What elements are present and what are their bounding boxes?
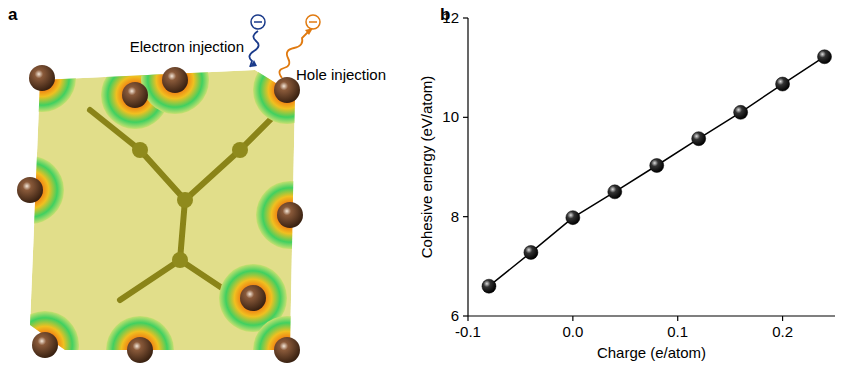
marker (734, 105, 748, 119)
x-tick (467, 316, 468, 321)
marker (650, 159, 664, 173)
density-slice (106, 316, 174, 368)
marker (776, 77, 790, 91)
bond (185, 150, 240, 200)
y-tick (463, 117, 468, 118)
minus (254, 21, 262, 23)
density-slice (253, 316, 321, 368)
y-axis (467, 18, 468, 316)
arrow-head (305, 28, 313, 35)
x-tick-label: 0.2 (772, 323, 793, 340)
atom (122, 82, 148, 108)
bond (140, 150, 185, 200)
x-tick-label: -0.1 (455, 323, 481, 340)
y-tick (463, 17, 468, 18)
density-slice (11, 311, 79, 368)
marker (524, 245, 538, 259)
bond (180, 200, 185, 260)
x-axis (468, 315, 835, 316)
bond (120, 260, 180, 300)
atom (127, 337, 153, 363)
annotation: Hole injection (296, 66, 386, 83)
atom (277, 202, 303, 228)
y-tick (463, 216, 468, 217)
inner-atom (132, 142, 148, 158)
y-tick (463, 315, 468, 316)
marker (692, 132, 706, 146)
density-slice (141, 46, 209, 114)
atom (240, 285, 266, 311)
y-tick-label: 8 (451, 208, 459, 225)
atom (29, 65, 55, 91)
x-tick (677, 316, 678, 321)
minus (309, 21, 317, 23)
density-slice (256, 181, 324, 249)
inner-atom (172, 252, 188, 268)
x-tick (782, 316, 783, 321)
y-axis-title: Cohesive energy (eV/atom) (418, 76, 435, 259)
marker (608, 185, 622, 199)
figure: aElectron injectionHole injectionb681012… (0, 0, 854, 368)
y-tick-label: 10 (442, 108, 459, 125)
marker (566, 211, 580, 225)
atom (162, 67, 188, 93)
annotation: Electron injection (130, 38, 244, 55)
inner-atom (232, 142, 248, 158)
inner-atom (177, 192, 193, 208)
y-tick-label: 12 (442, 9, 459, 26)
atom (17, 177, 43, 203)
density-slice (0, 156, 64, 224)
electron-icon (251, 15, 265, 29)
x-tick (572, 316, 573, 321)
x-tick-label: 0.0 (562, 323, 583, 340)
marker (482, 279, 496, 293)
atom (32, 332, 58, 358)
y-tick-label: 6 (451, 307, 459, 324)
atom (274, 337, 300, 363)
arrow-head (250, 60, 257, 67)
density-slice (8, 44, 76, 112)
plot-area (482, 50, 832, 293)
x-tick-label: 0.1 (667, 323, 688, 340)
x-axis-title: Charge (e/atom) (597, 344, 706, 361)
crystal (0, 44, 324, 368)
electron-arrow (249, 31, 258, 67)
hole-icon (306, 15, 320, 29)
marker (818, 50, 832, 64)
panel-letter: a (8, 5, 18, 24)
line (489, 57, 825, 286)
